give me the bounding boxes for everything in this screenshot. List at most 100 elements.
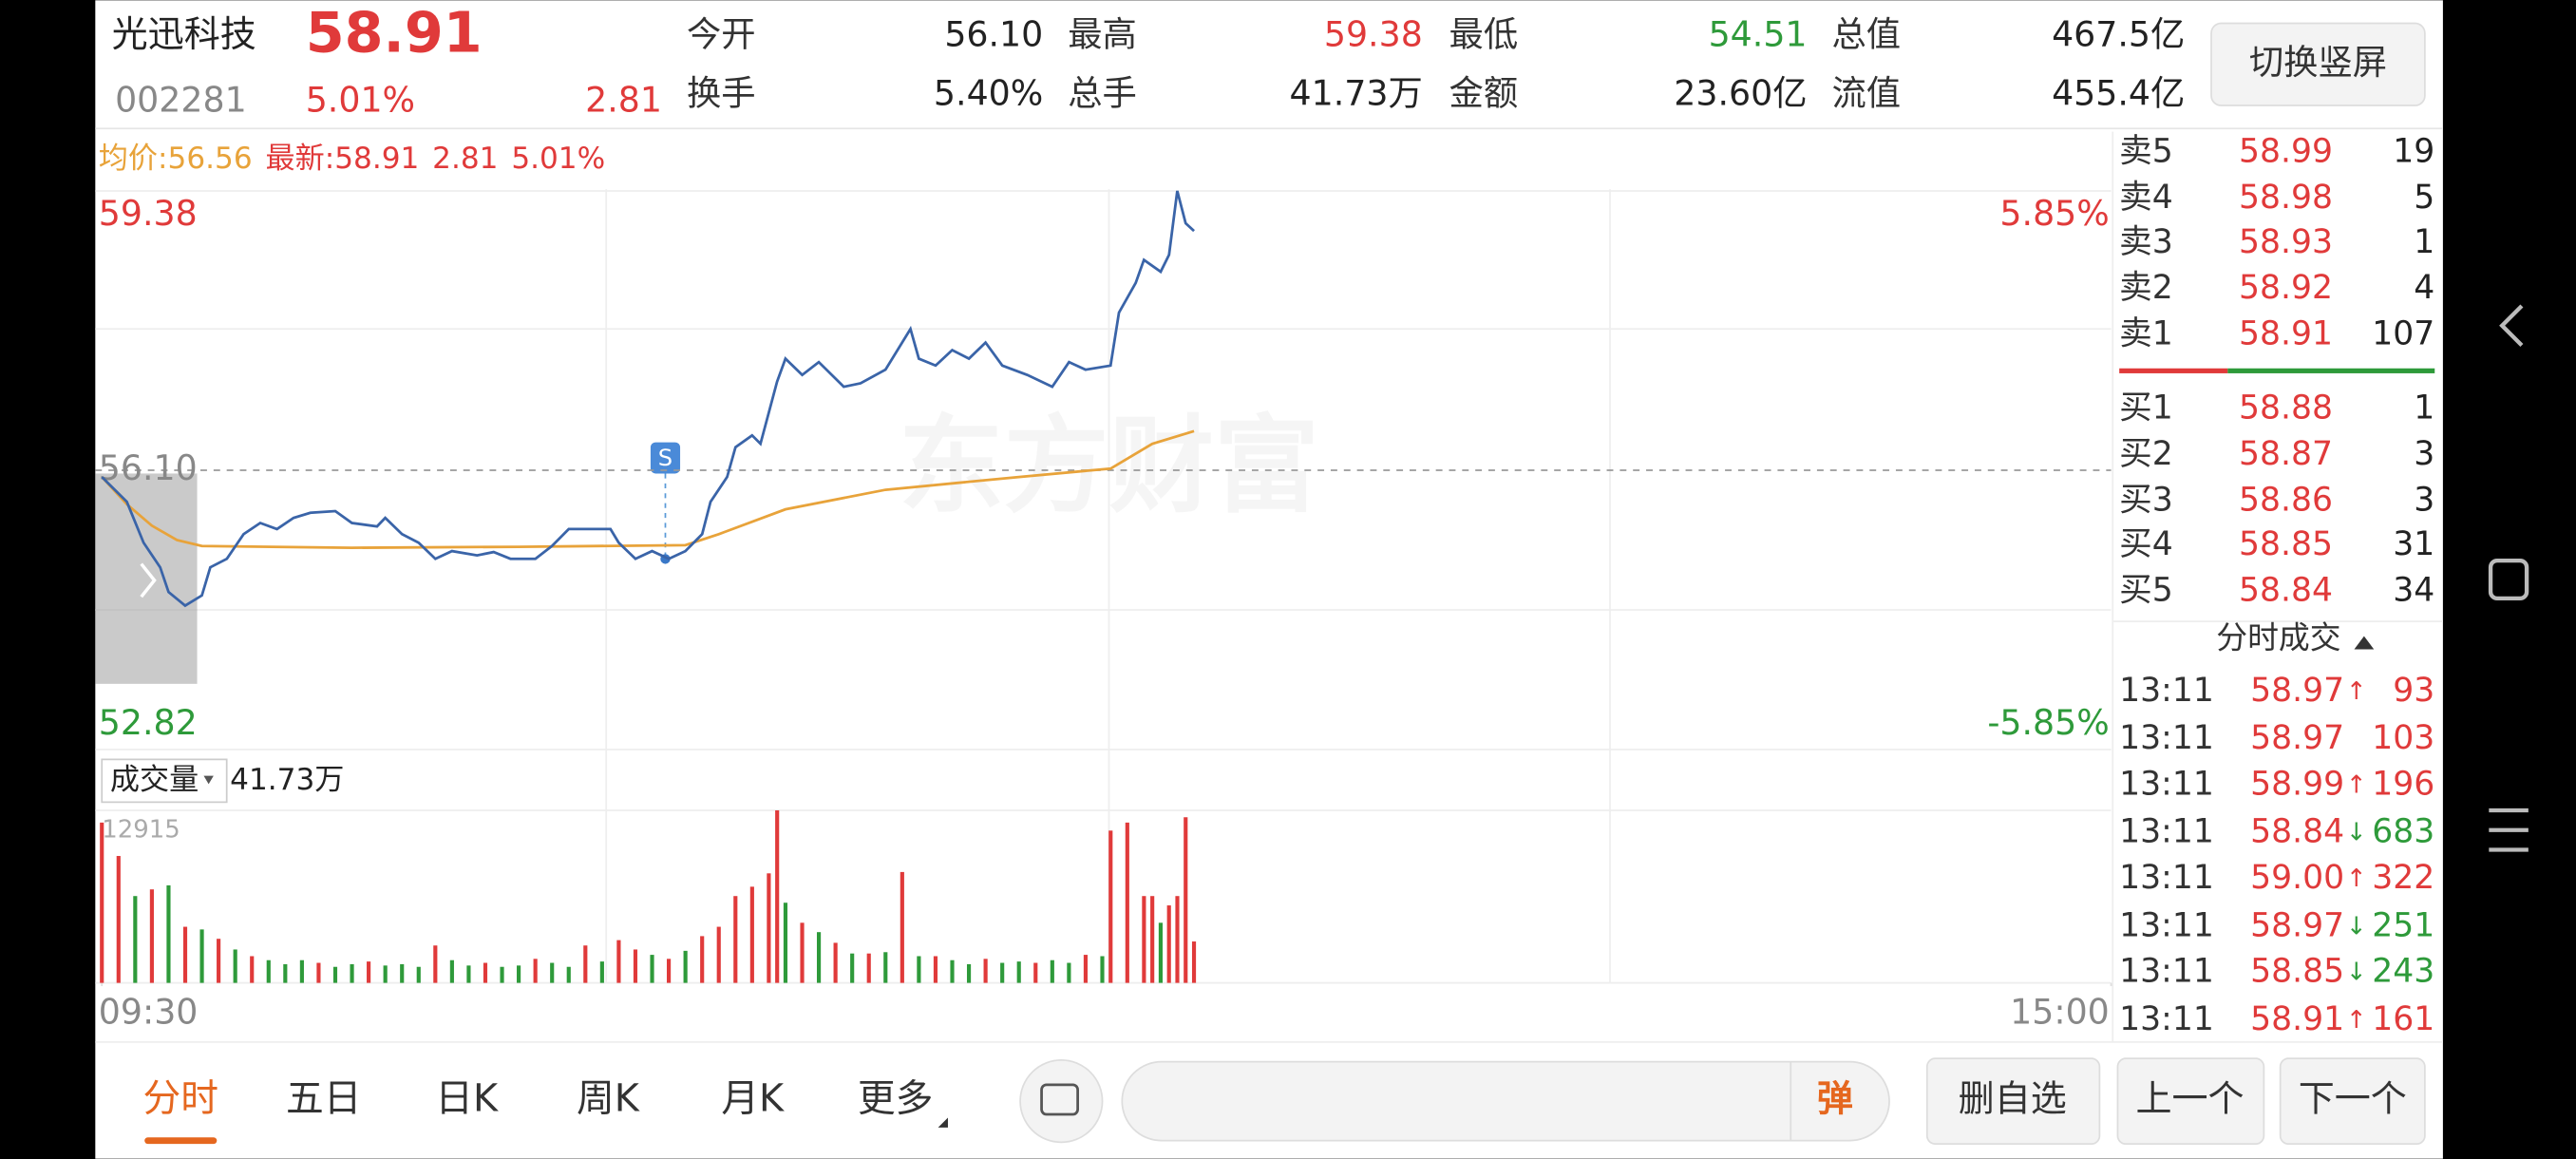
info-latest: 58.91 xyxy=(334,142,419,176)
comment-icon xyxy=(1040,1083,1079,1116)
x-tick-label: 09:30 xyxy=(99,991,199,1032)
tab[interactable]: 更多 xyxy=(858,1077,934,1121)
stat-value: 455.4亿 xyxy=(2052,73,2185,114)
y-tick-label: 59.38 xyxy=(99,193,198,234)
book-volume: 4 xyxy=(2414,269,2434,307)
volume-bar xyxy=(100,822,104,983)
book-price: 58.99 xyxy=(2239,133,2333,171)
trade-price: 58.85 xyxy=(2250,953,2344,991)
stat-label: 流值 xyxy=(1831,73,1901,114)
volume-bar xyxy=(616,940,621,983)
trade-price: 59.00 xyxy=(2250,859,2344,897)
tab[interactable]: 五日 xyxy=(286,1077,362,1121)
book-label: 卖5 xyxy=(2119,133,2173,171)
volume-bar xyxy=(517,965,521,983)
trade-time: 13:11 xyxy=(2119,859,2214,897)
button-label[interactable]: 上一个 xyxy=(2135,1078,2244,1120)
trade-time: 13:11 xyxy=(2119,672,2214,710)
volume-bar xyxy=(1000,962,1005,983)
info-change: 2.81 xyxy=(432,142,498,176)
stat-value: 59.38 xyxy=(1324,13,1423,54)
nav-back[interactable] xyxy=(2499,304,2524,348)
volume-bar xyxy=(217,939,221,983)
stat-value: 56.10 xyxy=(944,13,1043,54)
book-price: 58.93 xyxy=(2239,223,2333,261)
book-label: 卖4 xyxy=(2119,179,2173,217)
trade-volume: 93 xyxy=(2393,672,2434,710)
trade-arrow: ↑ xyxy=(2346,864,2367,893)
x-tick-label: 15:00 xyxy=(2010,991,2110,1032)
trade-price: 58.91 xyxy=(2250,1000,2344,1038)
trade-price: 58.97 xyxy=(2250,672,2344,710)
stock-price: 58.91 xyxy=(306,0,483,65)
volume-bar xyxy=(199,929,204,983)
book-volume: 3 xyxy=(2414,435,2434,473)
comment-button[interactable] xyxy=(1019,1059,1104,1144)
volume-selector[interactable] xyxy=(101,758,228,804)
button-label[interactable]: 删自选 xyxy=(1959,1078,2067,1120)
side-handle[interactable] xyxy=(95,473,198,684)
volume-bar xyxy=(1033,962,1038,983)
nav-menu[interactable] xyxy=(2489,808,2529,852)
y2-tick-label: -5.85% xyxy=(1987,702,2109,743)
volume-bar xyxy=(233,949,237,983)
volume-bar xyxy=(633,949,638,983)
trade-arrow: ↑ xyxy=(2346,1006,2367,1035)
stat-label: 金额 xyxy=(1449,73,1519,114)
volume-bar xyxy=(1158,922,1164,983)
marker-box[interactable] xyxy=(650,442,681,474)
volume-bar xyxy=(1150,896,1155,983)
nav-home[interactable] xyxy=(2488,558,2529,601)
trade-time: 13:11 xyxy=(2119,1000,2214,1038)
volume-bar xyxy=(350,963,354,983)
volume-bar xyxy=(433,945,438,983)
bid-ratio xyxy=(2227,368,2435,373)
button[interactable] xyxy=(2279,1057,2426,1145)
volume-bar xyxy=(383,965,388,983)
volume-bar xyxy=(933,956,938,983)
volume-bar xyxy=(566,966,571,983)
stat-label: 最低 xyxy=(1449,13,1519,54)
volume-title: 成交量 xyxy=(110,763,199,797)
volume-bar xyxy=(767,873,771,983)
volume-bar xyxy=(816,932,822,983)
volume-bar xyxy=(900,871,904,983)
comment-input[interactable] xyxy=(1121,1060,1890,1142)
price-line xyxy=(101,429,1195,550)
stat-label: 换手 xyxy=(687,73,756,114)
tab[interactable]: 周K xyxy=(577,1077,640,1121)
orientation-button[interactable] xyxy=(2210,22,2426,106)
button-label[interactable]: 下一个 xyxy=(2299,1078,2407,1120)
tab[interactable]: 分时 xyxy=(142,1077,218,1121)
trade-arrow: ↓ xyxy=(2346,819,2367,847)
trade-price: 58.97 xyxy=(2250,719,2344,757)
book-label: 买1 xyxy=(2119,389,2173,427)
volume-bar xyxy=(466,965,471,983)
volume-bar xyxy=(650,955,654,983)
y-tick-label: 52.82 xyxy=(99,702,198,743)
volume-bar xyxy=(866,953,871,983)
volume-bar xyxy=(400,963,405,983)
book-label: 卖3 xyxy=(2119,223,2173,261)
book-volume: 5 xyxy=(2414,179,2434,217)
book-price: 58.91 xyxy=(2239,315,2333,353)
volume-bar xyxy=(299,960,304,983)
book-label: 卖1 xyxy=(2119,315,2173,353)
volume-bar xyxy=(533,959,538,983)
trade-price: 58.97 xyxy=(2250,906,2344,944)
book-volume: 31 xyxy=(2393,525,2434,563)
volume-bar xyxy=(667,959,672,983)
trade-time: 13:11 xyxy=(2119,766,2214,804)
tab[interactable]: 月K xyxy=(721,1077,785,1121)
trade-time: 13:11 xyxy=(2119,906,2214,944)
volume-bar xyxy=(449,960,454,983)
button[interactable] xyxy=(1925,1057,2101,1145)
tab[interactable]: 日K xyxy=(435,1077,499,1121)
trade-volume: 251 xyxy=(2372,906,2434,944)
book-volume: 34 xyxy=(2393,571,2434,609)
stock-name: 光迅科技 xyxy=(112,13,256,55)
book-volume: 1 xyxy=(2414,223,2434,261)
book-price: 58.86 xyxy=(2239,481,2333,519)
button[interactable] xyxy=(2116,1057,2265,1145)
